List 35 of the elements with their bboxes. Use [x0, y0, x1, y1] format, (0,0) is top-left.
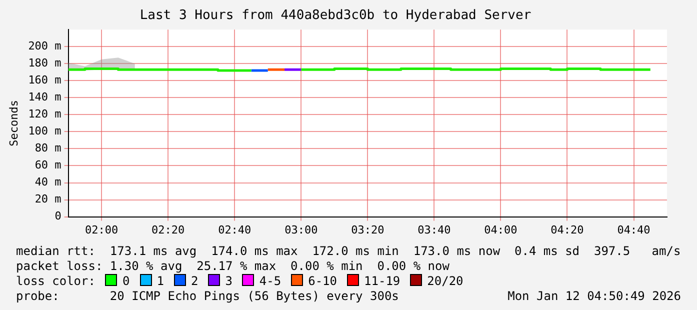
- y-tick-label: 160 m: [28, 74, 62, 87]
- text: median rtt: 173.1 ms avg 174.0 ms max 172.0 ms min 173.0 ms now 0.4 ms sd 397.5 am/s: [16, 244, 681, 259]
- text: 20/20: [427, 274, 464, 288]
- text: 6-10: [308, 274, 338, 288]
- x-tick-label: 03:40: [418, 223, 451, 236]
- x-tick-label: 04:40: [617, 223, 650, 236]
- y-tick-label: 100 m: [28, 124, 62, 138]
- x-tick-label: 03:20: [351, 223, 384, 236]
- text: Mon Jan 12 04:50:49 2026: [508, 289, 681, 304]
- text: 0: [122, 274, 130, 288]
- x-tick-label: 02:00: [85, 223, 118, 236]
- x-tick-label: 02:20: [152, 223, 185, 236]
- y-tick-label: 120 m: [28, 108, 62, 121]
- x-tick-label: 03:00: [284, 223, 318, 236]
- y-tick-label: 40 m: [34, 176, 62, 189]
- x-tick-label: 04:00: [484, 223, 518, 236]
- text: 1: [156, 274, 164, 288]
- y-tick-label: 60 m: [34, 158, 62, 172]
- y-tick-label: 0: [54, 210, 62, 223]
- text: 11-19: [364, 274, 400, 288]
- text: 3: [225, 274, 232, 288]
- chart-title: Last 3 Hours from 440a8ebd3c0b to Hyderabad Server: [140, 8, 532, 24]
- y-tick-label: 200 m: [28, 39, 62, 52]
- text: loss color:: [16, 274, 96, 288]
- y-axis-title: Seconds: [7, 100, 20, 146]
- y-tick-label: 20 m: [34, 192, 62, 206]
- text: probe: 20 ICMP Echo Pings (56 Bytes) every 300s: [16, 289, 399, 304]
- text: 4-5: [259, 274, 282, 288]
- x-tick-label: 02:40: [218, 223, 252, 236]
- y-tick-label: 140 m: [28, 90, 62, 104]
- y-tick-label: 80 m: [34, 142, 62, 155]
- y-tick-label: 180 m: [28, 56, 62, 70]
- x-tick-label: 04:20: [550, 223, 584, 236]
- text: packet loss: 1.30 % avg 25.17 % max 0.00 % min 0.00 % now: [16, 259, 450, 274]
- text: 2: [190, 274, 198, 288]
